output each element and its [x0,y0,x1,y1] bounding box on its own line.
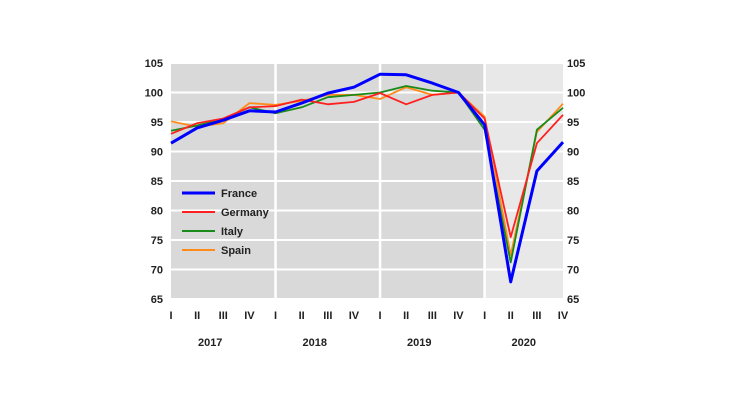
y-tick-label-left: 95 [151,117,163,129]
x-tick-label: II [508,310,514,322]
x-tick-label: III [532,310,541,322]
legend-label: France [221,188,257,200]
y-tick-label-left: 105 [145,58,163,70]
x-tick-label: I [274,310,277,322]
legend: France Germany Italy Spain [182,188,270,257]
x-tick-label: II [299,310,305,322]
x-tick-label: III [428,310,437,322]
legend-label: Germany [221,207,270,219]
x-axis-years: 2017 2018 2019 2020 [198,337,536,349]
y-tick-label-right: 75 [567,235,579,247]
y-tick-label-right: 80 [567,206,579,218]
x-tick-label: II [403,310,409,322]
x-tick-label: IV [349,310,360,322]
x-tick-label: IV [244,310,255,322]
y-tick-label-right: 95 [567,117,579,129]
y-tick-label-left: 70 [151,265,163,277]
y-tick-label-left: 65 [151,294,163,306]
y-tick-label-right: 70 [567,265,579,277]
y-tick-label-left: 80 [151,206,163,218]
x-tick-label: III [323,310,332,322]
x-tick-label: IV [558,310,569,322]
series-line-germany [170,91,564,239]
y-tick-label-left: 75 [151,235,163,247]
legend-label: Italy [221,226,244,238]
y-tick-label-right: 85 [567,176,579,188]
y-tick-label-left: 85 [151,176,163,188]
y-tick-label-right: 105 [567,58,585,70]
series-lines [170,72,565,284]
x-axis-quarters: I II III IV I II III IV I II III IV I II III IV [169,310,568,322]
x-tick-label: I [483,310,486,322]
y-axis-right: 105 100 95 90 85 80 75 70 65 [567,58,585,306]
year-label: 2017 [198,337,222,349]
y-tick-label-right: 65 [567,294,579,306]
y-tick-label-right: 90 [567,147,579,159]
y-tick-label-right: 100 [567,88,585,100]
year-label: 2019 [407,337,431,349]
x-tick-label: IV [453,310,464,322]
x-tick-label: III [219,310,228,322]
x-tick-label: I [169,310,172,322]
year-label: 2018 [302,337,326,349]
gridlines [171,62,563,300]
y-tick-label-left: 90 [151,147,163,159]
x-tick-label: II [194,310,200,322]
y-axis-left: 105 100 95 90 85 80 75 70 65 [145,58,163,306]
year-label: 2020 [512,337,536,349]
series-line-france [170,72,565,284]
x-tick-label: I [379,310,382,322]
legend-label: Spain [221,245,251,257]
y-tick-label-left: 100 [145,88,163,100]
